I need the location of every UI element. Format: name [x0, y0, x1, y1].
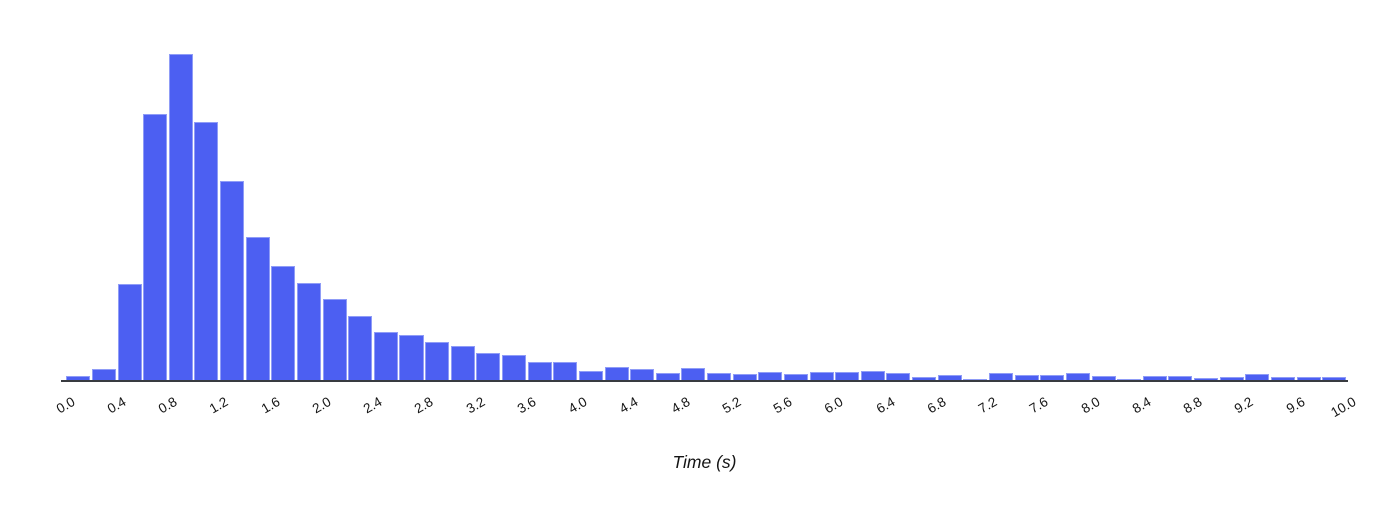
histogram-bar — [373, 332, 398, 380]
histogram-bar — [912, 376, 937, 380]
x-axis-title-text: Time (s) — [672, 452, 737, 472]
histogram-bar — [1014, 375, 1039, 380]
histogram-bar — [604, 367, 629, 380]
histogram-bar — [1117, 378, 1142, 380]
x-tick-label: 4.8 — [668, 394, 693, 417]
histogram-bar — [296, 283, 321, 380]
histogram-bar — [117, 284, 142, 380]
x-tick-label: 3.2 — [463, 394, 488, 417]
histogram-bar — [348, 316, 373, 380]
histogram-bar — [502, 355, 527, 380]
histogram-bar — [1065, 373, 1090, 380]
x-tick-label: 2.0 — [309, 394, 334, 417]
x-tick-label: 0.0 — [53, 394, 77, 417]
x-tick-label: 9.6 — [1283, 394, 1308, 417]
x-tick-label: 2.8 — [412, 394, 436, 417]
histogram-bar — [963, 378, 988, 380]
histogram-bar — [168, 54, 193, 380]
x-tick-label: 7.2 — [975, 394, 1000, 417]
histogram-bar — [425, 341, 450, 380]
x-tick-label: 6.4 — [873, 394, 898, 417]
histogram-bar — [758, 372, 783, 380]
x-tick-label: 8.4 — [1129, 394, 1154, 417]
histogram-bar — [143, 114, 168, 380]
histogram-bar — [1142, 376, 1167, 380]
histogram-bar — [476, 353, 501, 380]
histogram-bar — [835, 372, 860, 380]
x-tick-label: 10.0 — [1328, 394, 1359, 421]
histogram-bar — [988, 373, 1013, 380]
histogram-bar — [707, 372, 732, 380]
x-tick-label: 9.2 — [1232, 394, 1256, 417]
histogram-bar — [783, 374, 808, 380]
x-tick-label: 5.2 — [719, 394, 744, 417]
histogram-bar — [809, 371, 834, 380]
histogram-bar — [630, 369, 655, 380]
x-tick-label: 8.0 — [1078, 394, 1103, 417]
x-tick-label: 4.0 — [565, 394, 590, 417]
x-tick-label: 8.8 — [1180, 394, 1205, 417]
histogram-bar — [245, 237, 270, 380]
histogram-bar — [1040, 375, 1065, 380]
histogram-bar — [527, 362, 552, 380]
histogram-bar — [1219, 377, 1244, 380]
histogram-bar — [681, 368, 706, 380]
histogram-bar — [271, 266, 296, 380]
histogram-bar — [450, 346, 475, 380]
histogram-bar — [1296, 376, 1321, 380]
histogram-bar — [553, 362, 578, 380]
x-tick-label: 6.8 — [924, 394, 949, 417]
histogram-bar — [1322, 376, 1347, 380]
histogram-bar — [1091, 376, 1116, 380]
x-tick-label: 3.6 — [514, 394, 539, 417]
x-axis-line — [61, 379, 1348, 382]
x-axis-title: Time (s) — [61, 452, 1348, 473]
histogram-bar — [220, 181, 245, 380]
histogram-bar — [322, 299, 347, 380]
histogram-bar — [66, 376, 91, 380]
histogram-bar — [578, 371, 603, 380]
histogram-bar — [399, 335, 424, 380]
histogram-bar — [860, 371, 885, 380]
x-tick-label: 0.4 — [104, 394, 129, 417]
histogram-bar — [886, 373, 911, 380]
x-tick-label: 4.4 — [617, 394, 641, 417]
x-tick-label: 6.0 — [822, 394, 846, 417]
histogram-bar — [91, 369, 116, 380]
plot-area — [66, 0, 1348, 380]
x-tick-label: 0.8 — [155, 394, 180, 417]
histogram-bar — [937, 375, 962, 380]
x-tick-label: 5.6 — [770, 394, 795, 417]
histogram-bar — [1194, 377, 1219, 380]
histogram-bar — [655, 373, 680, 380]
histogram-bar — [1168, 375, 1193, 380]
x-tick-label: 1.6 — [258, 394, 283, 417]
x-tick-label: 1.2 — [207, 394, 231, 417]
histogram-bar — [1245, 374, 1270, 380]
histogram-bar — [1270, 376, 1295, 380]
x-tick-label: 7.6 — [1027, 394, 1051, 417]
histogram-bar — [732, 374, 757, 380]
histogram-bar — [194, 122, 219, 380]
x-tick-label: 2.4 — [360, 394, 385, 417]
